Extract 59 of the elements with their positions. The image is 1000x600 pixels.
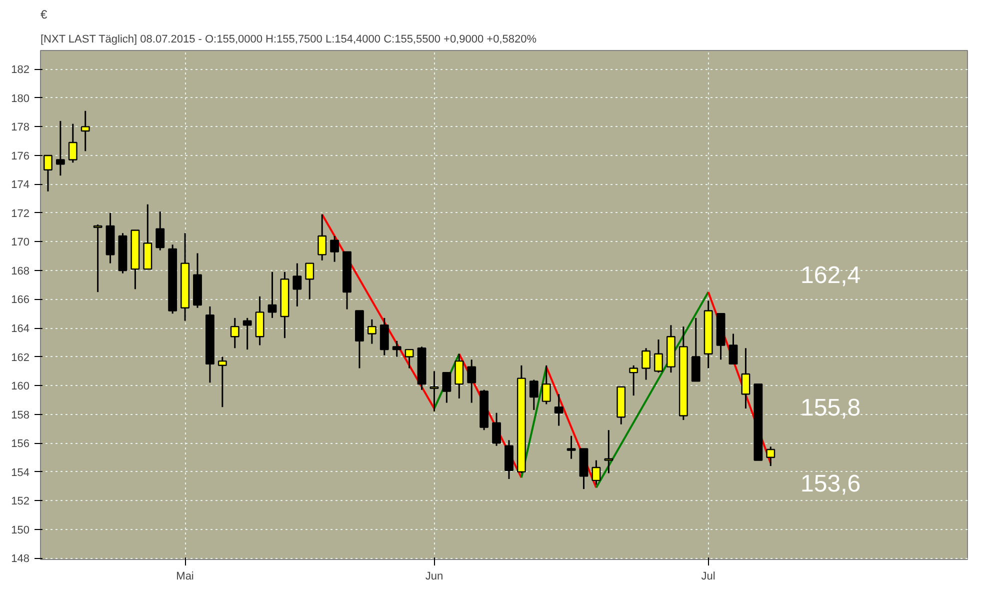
y-tick-label: 162 bbox=[11, 352, 30, 364]
y-tick-label: 172 bbox=[11, 208, 30, 220]
candlestick bbox=[629, 364, 638, 396]
y-tick-label: 160 bbox=[11, 380, 30, 393]
candlestick bbox=[292, 262, 302, 308]
y-tick-label: 154 bbox=[11, 466, 30, 479]
candlestick bbox=[592, 460, 601, 486]
candlestick bbox=[230, 317, 240, 349]
y-axis-title: € bbox=[40, 8, 48, 22]
y-tick-label: 150 bbox=[11, 524, 30, 536]
y-tick-label: 164 bbox=[11, 323, 30, 336]
candlestick bbox=[430, 370, 439, 412]
y-tick-label: 148 bbox=[11, 553, 30, 566]
text: 162,4 bbox=[800, 262, 861, 289]
y-tick-label: 158 bbox=[11, 409, 30, 422]
candlestick bbox=[741, 347, 750, 410]
candlestick bbox=[467, 358, 476, 404]
y-tick-label: 166 bbox=[11, 294, 30, 306]
candlestick bbox=[404, 348, 414, 370]
candlestick bbox=[305, 262, 314, 300]
candlestick bbox=[604, 429, 614, 474]
candlestick bbox=[554, 393, 564, 427]
candlestick bbox=[442, 372, 452, 404]
candlestick bbox=[318, 214, 327, 262]
y-tick-label: 156 bbox=[11, 438, 30, 450]
candlestick bbox=[68, 123, 78, 164]
candlestick bbox=[392, 340, 402, 358]
y-tick-label: 168 bbox=[11, 265, 30, 278]
text: 155,8 bbox=[800, 394, 861, 422]
candlestick bbox=[766, 446, 776, 467]
candlestick bbox=[218, 356, 227, 408]
y-tick-label: 182 bbox=[11, 64, 30, 76]
text: 153,6 bbox=[800, 470, 861, 498]
candlestick bbox=[268, 271, 277, 319]
candlestick bbox=[80, 110, 90, 152]
candlestick bbox=[367, 318, 376, 345]
y-tick-label: 178 bbox=[11, 122, 30, 134]
y-tick-label: 180 bbox=[11, 92, 30, 105]
chart-title: [NXT LAST Täglich] 08.07.2015 - O:155,0000 H:155,7500 L:154,4000 C:155,5500 +0,9000 +0,5820% bbox=[40, 34, 537, 46]
x-tick-label: Mai bbox=[176, 570, 194, 582]
x-tick-label: Jun bbox=[425, 570, 444, 582]
candlestick bbox=[492, 412, 501, 447]
candlestick bbox=[242, 317, 252, 350]
candlestick bbox=[654, 338, 663, 374]
candlestick bbox=[642, 347, 651, 381]
candlestick bbox=[728, 333, 738, 365]
candlestick bbox=[454, 353, 464, 400]
candlestick bbox=[529, 379, 538, 411]
candlestick bbox=[330, 235, 340, 263]
candlestick bbox=[93, 224, 102, 293]
y-tick-label: 174 bbox=[11, 179, 30, 192]
candlestick bbox=[56, 120, 65, 176]
candlestick bbox=[156, 210, 165, 252]
y-tick-label: 170 bbox=[11, 236, 30, 249]
y-tick-label: 176 bbox=[11, 150, 30, 162]
y-tick-label: 152 bbox=[11, 496, 30, 508]
candlestick bbox=[542, 364, 551, 405]
x-tick-label: Jul bbox=[701, 570, 716, 582]
candlestick bbox=[566, 435, 576, 460]
